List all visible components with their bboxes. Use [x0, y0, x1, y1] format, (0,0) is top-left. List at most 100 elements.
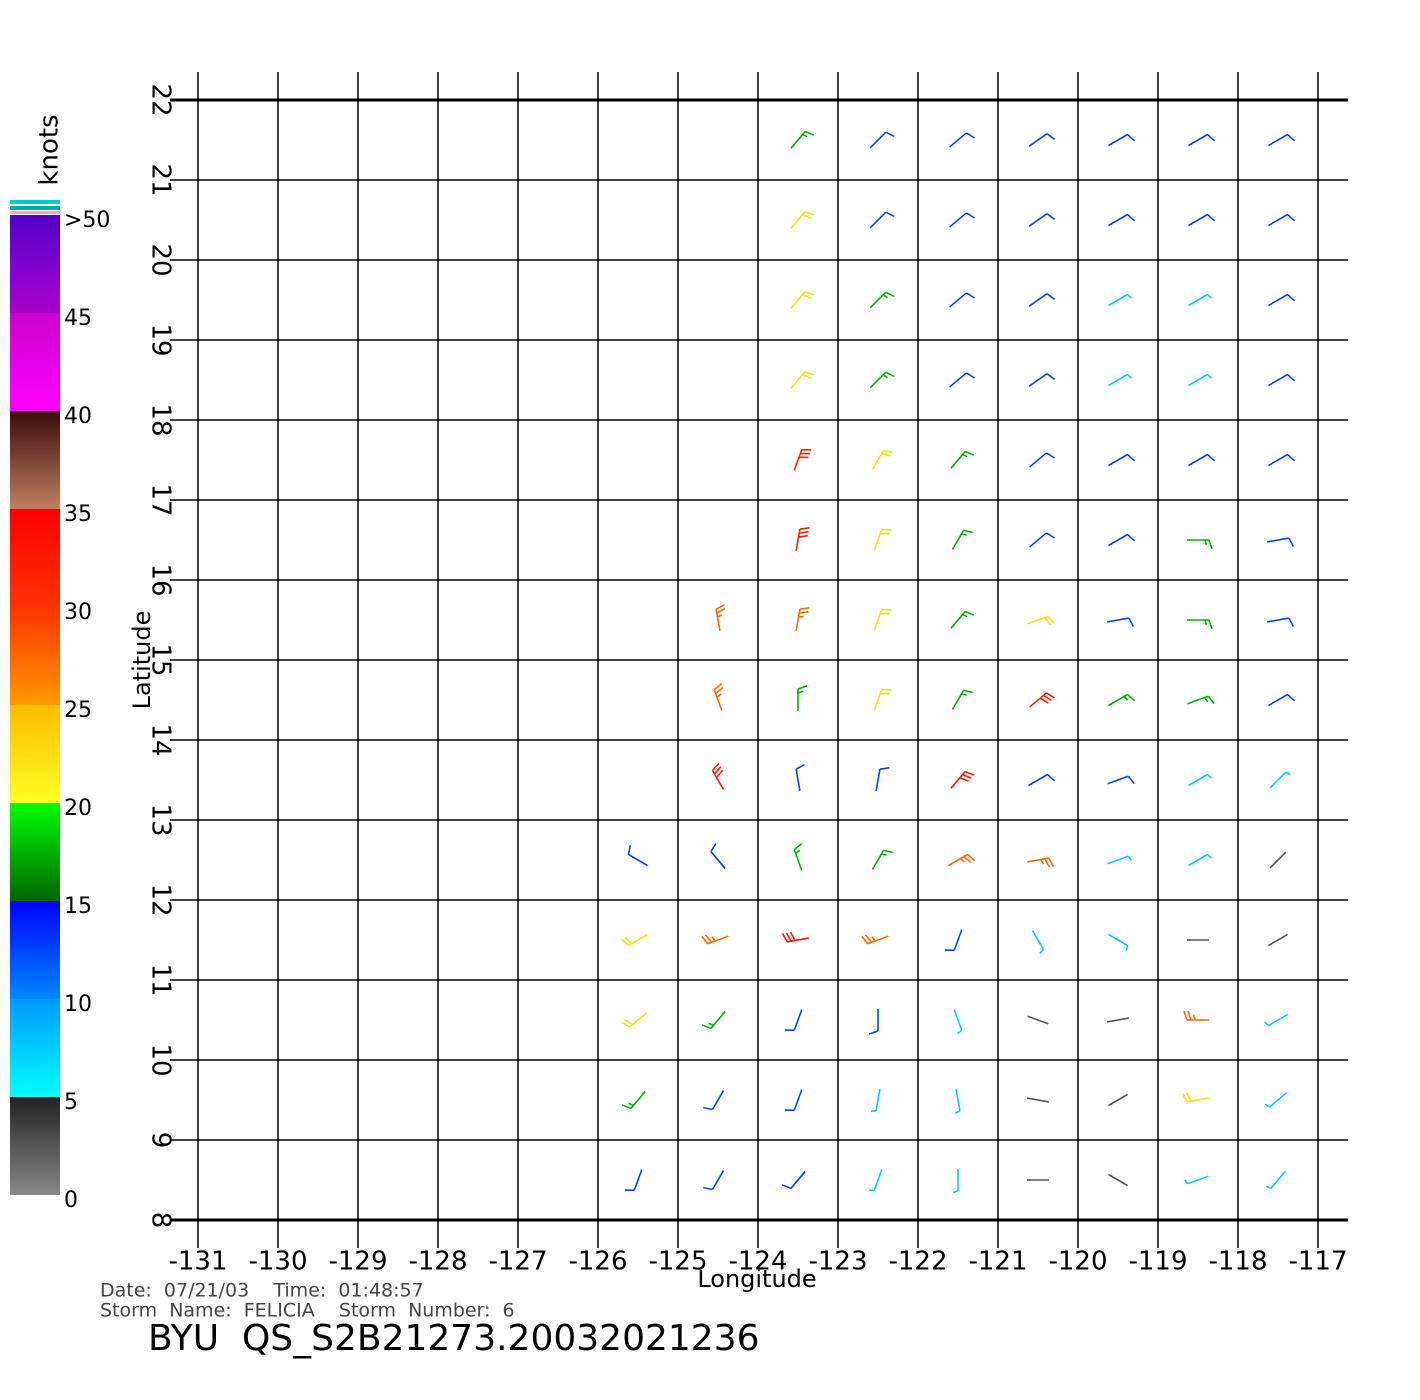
y-axis-label: Latitude	[128, 611, 156, 710]
wind-barb	[701, 1011, 726, 1030]
colorbar-cap	[10, 206, 60, 210]
x-tick-label: -128	[408, 1247, 467, 1277]
wind-barb	[1188, 213, 1216, 227]
y-tick-label: 20	[146, 243, 176, 276]
storm-line: Storm Name: FELICIA Storm Number: 6	[100, 1300, 515, 1322]
wind-barb	[1188, 133, 1216, 147]
wind-barb	[1107, 617, 1135, 627]
wind-barb	[784, 1009, 803, 1032]
wind-barb	[1188, 773, 1212, 787]
wind-barb	[784, 1089, 803, 1112]
wind-barb	[711, 762, 725, 790]
colorbar-tick-label: 35	[64, 502, 92, 527]
x-tick-label: -131	[168, 1247, 227, 1277]
colorbar-tick-label: 10	[64, 992, 92, 1017]
colorbar-band	[10, 705, 60, 803]
wind-barb	[1264, 1013, 1288, 1027]
wind-barb	[1181, 1092, 1209, 1103]
wind-barb	[1267, 537, 1295, 547]
wind-barb	[1027, 1097, 1049, 1103]
wind-barb	[1108, 213, 1136, 227]
wind-barb	[1187, 619, 1213, 630]
y-tick-label: 21	[146, 163, 176, 196]
wind-barb	[951, 689, 973, 710]
wind-barb	[873, 608, 892, 631]
wind-barb	[781, 1171, 806, 1190]
y-tick-label: 15	[146, 643, 176, 676]
wind-barb	[869, 211, 895, 229]
wind-barb	[949, 292, 975, 308]
wind-barb	[1028, 373, 1056, 387]
y-tick-label: 10	[146, 1043, 176, 1076]
colorbar-tick-label: 25	[64, 698, 92, 723]
wind-barb	[1108, 453, 1136, 467]
colorbar-tick-label: 0	[64, 1188, 78, 1213]
wind-barb	[861, 934, 889, 945]
y-tick-label: 19	[146, 323, 176, 356]
wind-barb	[1108, 133, 1136, 147]
wind-barb	[797, 685, 808, 711]
wind-barb	[795, 526, 810, 551]
wind-barb	[790, 370, 815, 389]
wind-barb	[1108, 1093, 1128, 1107]
wind-barb	[1188, 293, 1212, 307]
wind-barb	[1268, 213, 1296, 227]
wind-barb	[1187, 539, 1213, 550]
colorbar-band	[10, 1097, 60, 1195]
colorbar-band	[10, 215, 60, 313]
wind-barb	[951, 529, 973, 550]
wind-barb	[871, 449, 893, 470]
wind-barb	[954, 1089, 961, 1114]
x-tick-label: -126	[568, 1247, 627, 1277]
wind-barb	[869, 371, 895, 389]
wind-barb	[1108, 373, 1132, 387]
wind-barb	[869, 291, 895, 309]
wind-barb	[1267, 617, 1295, 627]
colorbar-band	[10, 313, 60, 411]
wind-barb	[1108, 1173, 1128, 1187]
wind-barb	[1188, 453, 1216, 467]
wind-barb	[1264, 1092, 1287, 1108]
wind-barb	[873, 688, 892, 711]
x-tick-label: -121	[968, 1247, 1027, 1277]
wind-barb	[952, 1169, 959, 1194]
colorbar-band	[10, 803, 60, 901]
x-tick-label: -130	[248, 1247, 307, 1277]
wind-barb	[713, 683, 724, 711]
colorbar-tick-label: 40	[64, 404, 92, 429]
colorbar-label: knots	[35, 114, 65, 185]
wind-barb	[790, 290, 815, 309]
wind-barb	[1268, 933, 1288, 947]
wind-barb	[1269, 771, 1291, 789]
wind-barb	[1028, 773, 1056, 787]
wind-barb	[710, 843, 726, 869]
wind-barb	[790, 130, 815, 149]
colorbar-band	[10, 509, 60, 607]
wind-barb	[1188, 373, 1212, 387]
wind-barb	[1031, 930, 1045, 954]
wind-barb	[868, 1169, 883, 1192]
y-tick-label: 12	[146, 883, 176, 916]
wind-barb	[627, 845, 648, 867]
colorbar-tick-label: 30	[64, 600, 92, 625]
wind-barb	[1268, 453, 1296, 467]
wind-barb	[1268, 373, 1296, 387]
wind-barb	[1108, 533, 1136, 547]
wind-barb	[1029, 532, 1055, 548]
colorbar-band	[10, 411, 60, 509]
wind-barb	[948, 853, 976, 867]
wind-barb	[1183, 1175, 1209, 1185]
wind-barb	[950, 610, 975, 629]
x-tick-label: -119	[1128, 1247, 1187, 1277]
wind-barb	[1183, 1010, 1209, 1021]
wind-barb	[868, 1009, 879, 1035]
wind-barb	[793, 843, 803, 871]
wind-barb	[1029, 452, 1055, 468]
x-tick-label: -122	[888, 1247, 947, 1277]
wind-barb	[701, 934, 729, 945]
wind-barb	[870, 1089, 881, 1113]
y-tick-label: 9	[146, 1132, 176, 1149]
wind-barb	[1107, 775, 1135, 785]
colorbar-cap	[10, 211, 60, 214]
